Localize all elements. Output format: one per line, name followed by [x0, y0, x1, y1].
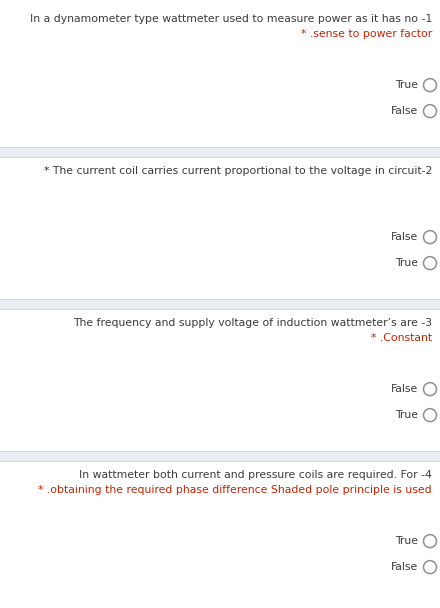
- Text: True: True: [395, 410, 418, 420]
- Text: False: False: [391, 232, 418, 242]
- Text: * .sense to power factor: * .sense to power factor: [301, 29, 432, 39]
- Text: * The current coil carries current proportional to the voltage in circuit-2: * The current coil carries current propo…: [44, 166, 432, 176]
- Bar: [0, 299, 440, 309]
- Text: False: False: [391, 384, 418, 394]
- Text: In a dynamometer type wattmeter used to measure power as it has no -1: In a dynamometer type wattmeter used to …: [30, 14, 432, 24]
- Text: True: True: [395, 258, 418, 268]
- Text: * .obtaining the required phase difference Shaded pole principle is used: * .obtaining the required phase differen…: [38, 485, 432, 495]
- Text: True: True: [395, 80, 418, 90]
- Bar: [0, 147, 440, 157]
- Text: False: False: [391, 562, 418, 572]
- Text: False: False: [391, 106, 418, 116]
- Text: True: True: [395, 536, 418, 546]
- Text: The frequency and supply voltage of induction wattmeter’s are -3: The frequency and supply voltage of indu…: [73, 318, 432, 328]
- Bar: [0, 451, 440, 461]
- Text: * .Constant: * .Constant: [371, 333, 432, 343]
- Text: In wattmeter both current and pressure coils are required. For -4: In wattmeter both current and pressure c…: [79, 470, 432, 480]
